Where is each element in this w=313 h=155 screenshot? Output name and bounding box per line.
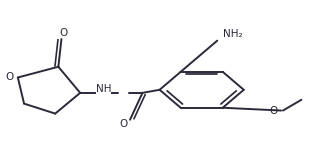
Text: O: O <box>5 73 13 82</box>
Text: O: O <box>270 106 278 115</box>
Text: O: O <box>59 28 67 38</box>
Text: O: O <box>119 119 127 129</box>
Text: NH: NH <box>96 84 111 94</box>
Text: NH₂: NH₂ <box>223 29 243 40</box>
